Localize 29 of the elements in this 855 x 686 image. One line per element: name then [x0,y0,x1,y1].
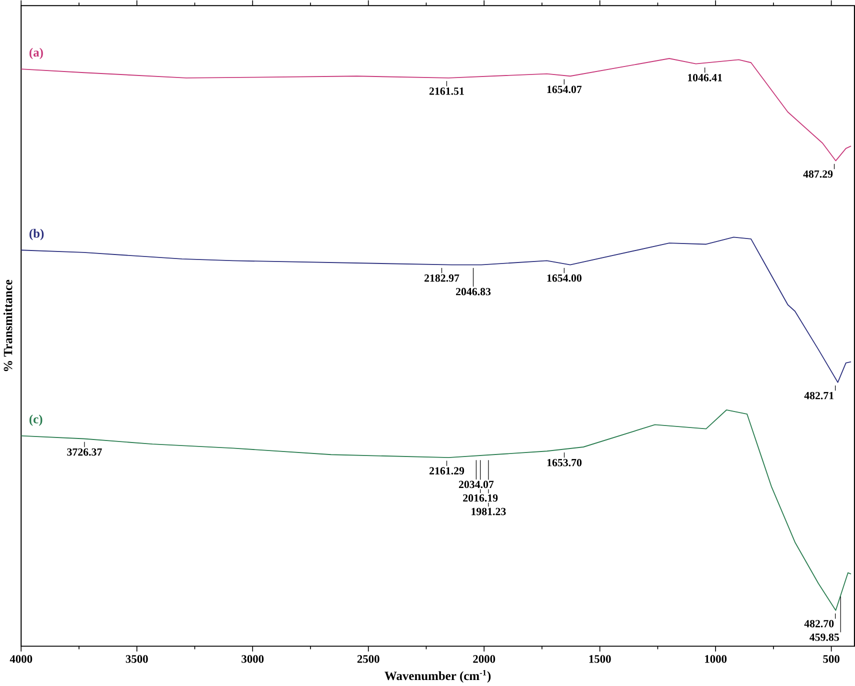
annotation: 2046.83 [456,288,491,296]
annotation: 459.85 [810,634,839,641]
series-label: (a) [30,48,43,60]
series-label: (c) [30,414,42,426]
annotation: 1046.41 [688,74,722,82]
annotation: 2016.19 [463,494,498,502]
annotation: 3726.37 [67,448,102,456]
annotation: 1981.23 [472,508,506,516]
annotation: 2182.97 [424,274,460,282]
annotation: 2161.29 [430,467,464,474]
x-tick-label: 1000 [705,655,727,663]
x-tick-label: 2500 [357,655,380,663]
x-tick-label: 2000 [473,655,496,663]
annotation: 487.29 [803,170,833,178]
y-axis-title: % Transmittance [3,280,12,372]
annotation: 2161.51 [429,87,464,95]
annotation: 1654.00 [547,274,582,282]
x-tick-label: 500 [823,655,840,663]
x-tick-label: 4000 [10,655,32,663]
x-tick-label: 3500 [126,655,148,663]
x-tick-label: 1500 [589,655,611,663]
series-label: (b) [30,228,44,240]
annotation: 482.71 [804,392,834,400]
x-axis-title: Wavenumber (cm$^{-1}$) [384,670,491,683]
x-tick-label: 3000 [242,655,264,663]
annotation: 482.70 [804,620,834,628]
annotation: 1653.70 [547,458,582,466]
annotation: 2034.07 [458,480,494,488]
annotation: 1654.07 [547,86,582,94]
